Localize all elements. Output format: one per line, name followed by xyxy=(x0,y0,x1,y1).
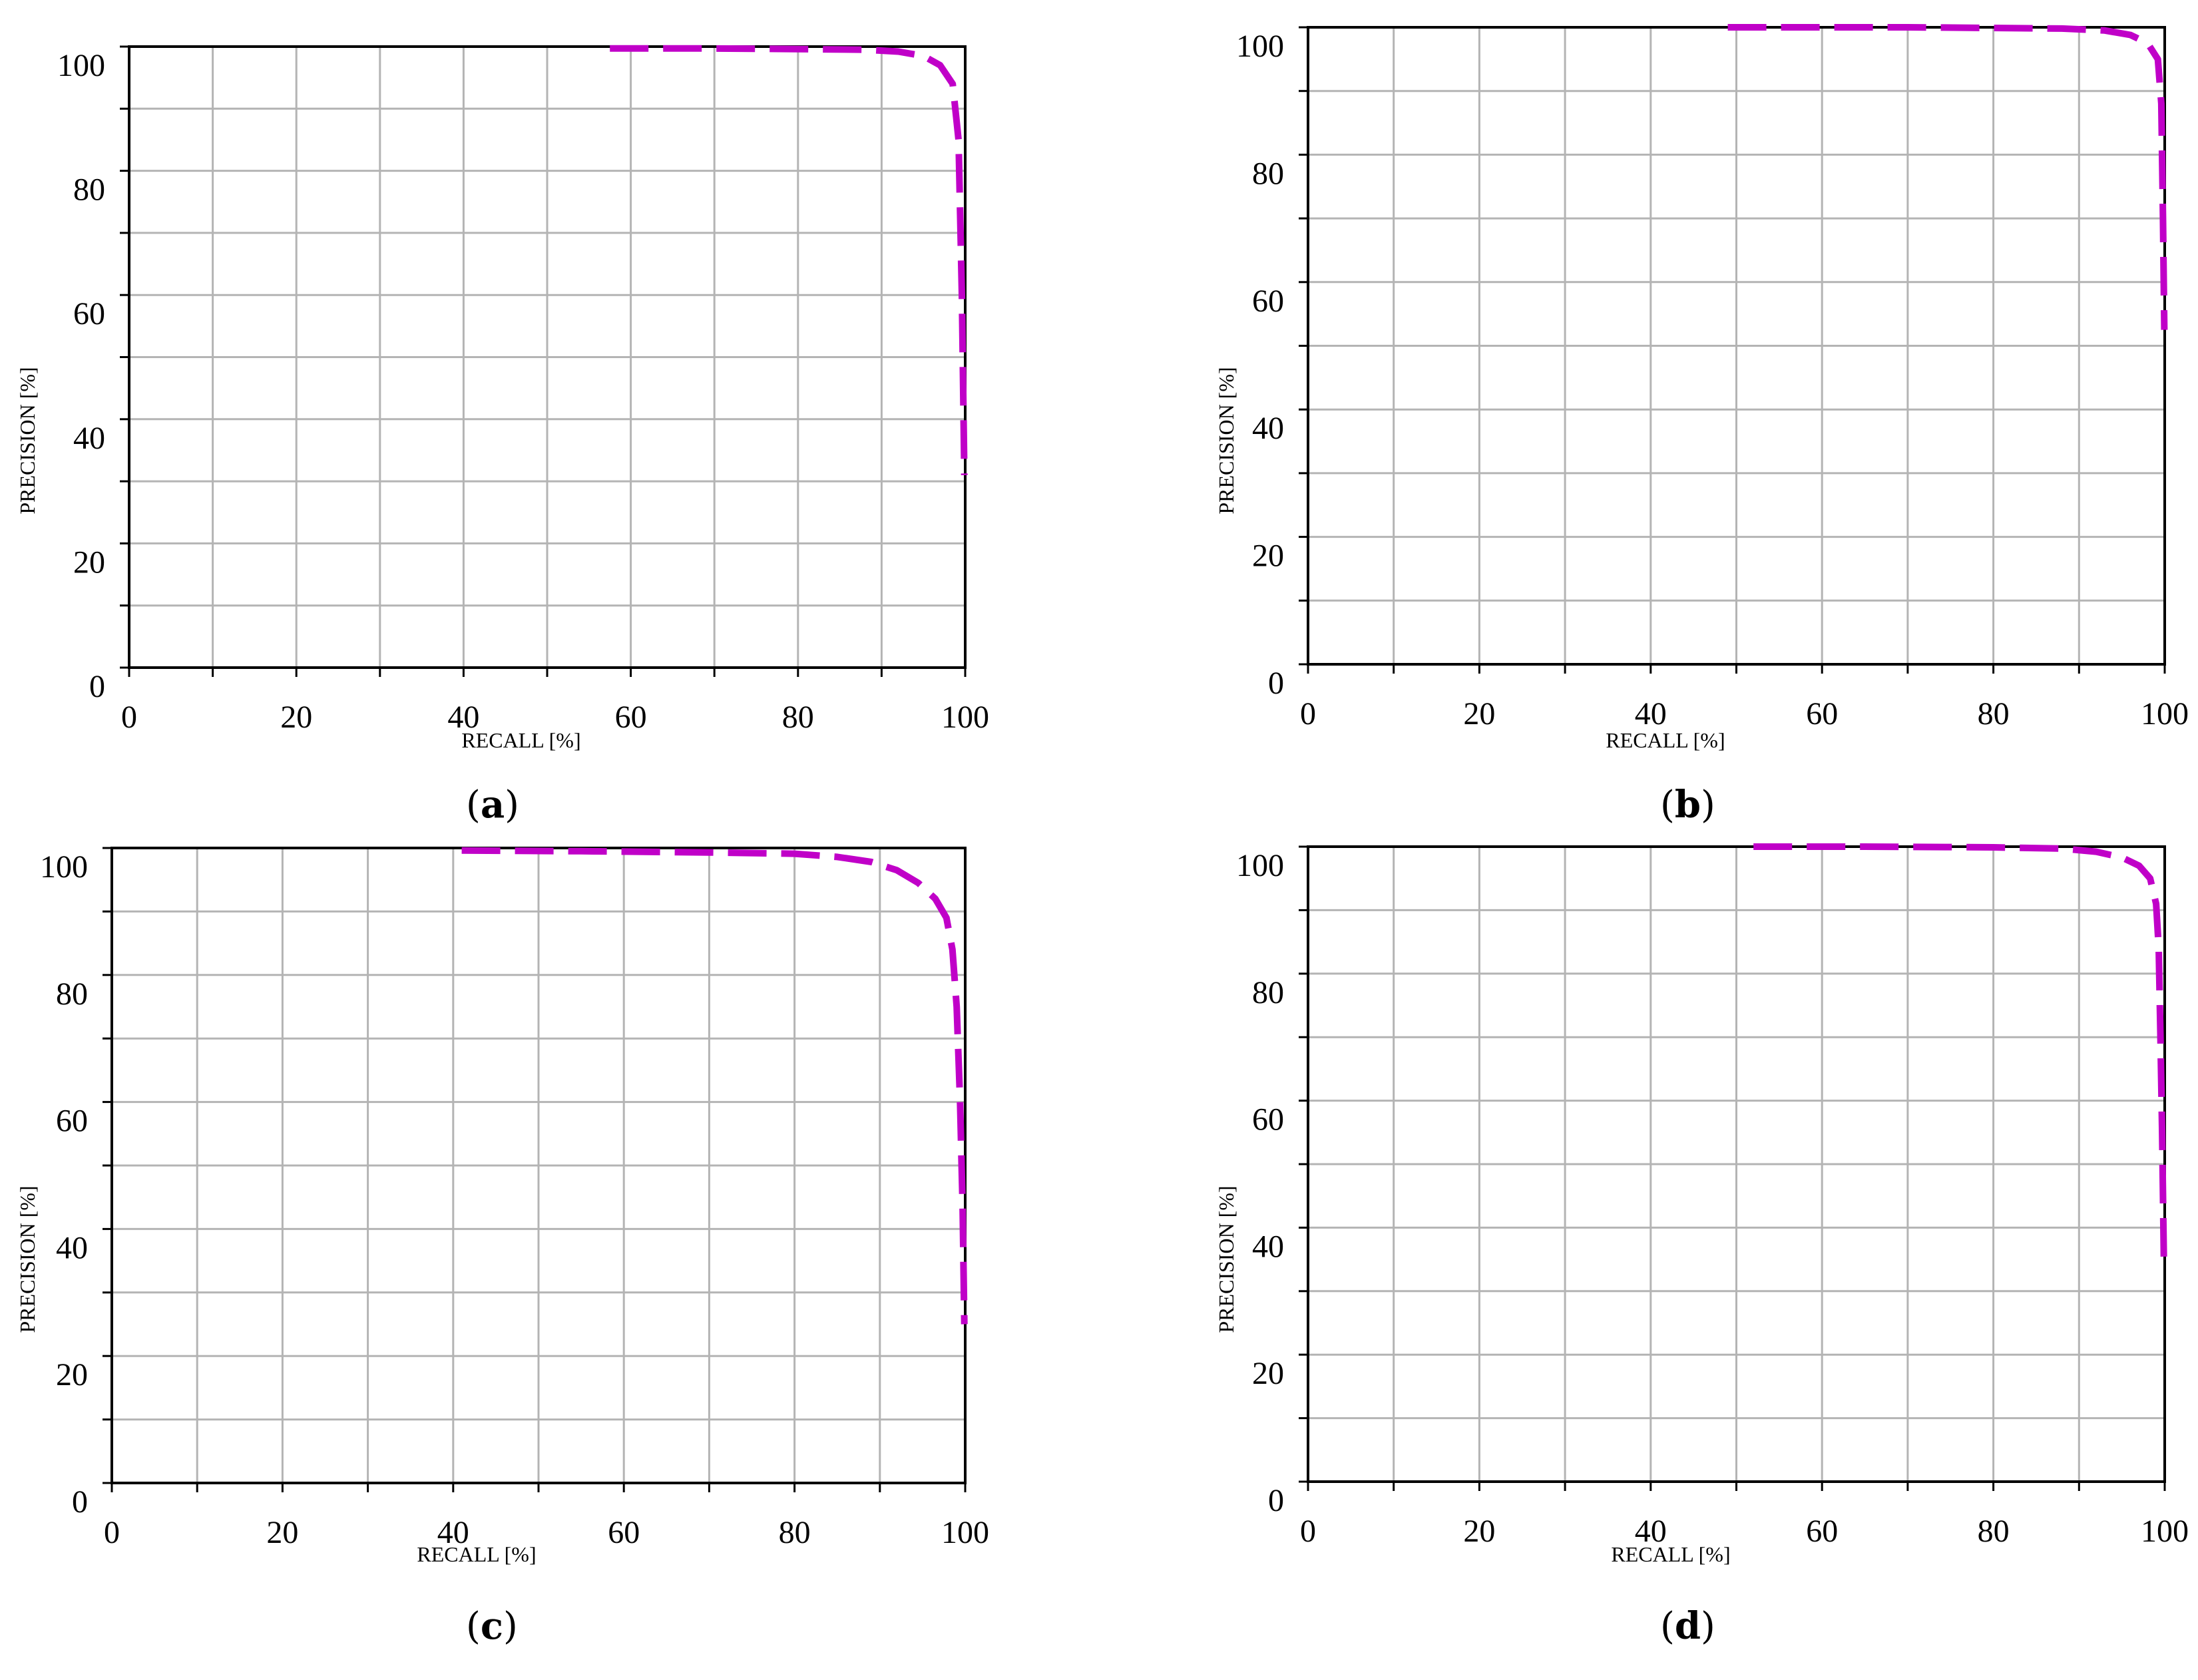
y-tick-label: 20 xyxy=(1252,1356,1284,1391)
x-tick-label: 80 xyxy=(1978,1514,2010,1549)
x-tick-label: 80 xyxy=(1978,696,2010,732)
y-axis-label: PRECISION [%] xyxy=(15,367,39,514)
x-tick-label: 0 xyxy=(1300,1514,1316,1549)
x-axis-label: RECALL [%] xyxy=(1611,1542,1730,1566)
x-tick-label: 0 xyxy=(121,700,137,735)
x-axis-label: RECALL [%] xyxy=(1606,728,1725,752)
plot-frame xyxy=(128,45,967,669)
x-tick-label: 100 xyxy=(941,1515,989,1550)
y-tick-label: 100 xyxy=(57,48,105,83)
x-tick-label: 40 xyxy=(437,1515,469,1550)
y-axis-label: PRECISION [%] xyxy=(1214,367,1238,514)
x-tick-label: 0 xyxy=(1300,696,1316,732)
pr-curve-line xyxy=(610,45,968,475)
x-tick-label: 100 xyxy=(2141,1514,2189,1549)
x-tick-label: 20 xyxy=(1463,696,1495,732)
x-tick-label: 80 xyxy=(782,700,814,735)
x-axis-label: RECALL [%] xyxy=(417,1542,536,1566)
y-tick-label: 100 xyxy=(1236,29,1284,64)
y-tick-label: 20 xyxy=(1252,538,1284,574)
y-tick-label: 60 xyxy=(1252,284,1284,319)
x-tick-label: 60 xyxy=(1806,696,1838,732)
y-tick-label: 100 xyxy=(40,849,88,885)
x-tick-label: 20 xyxy=(266,1515,298,1550)
chart-c: 0 20 40 60 80 100 0 20 40 60 80 100 RECALL [%] PRECIS… xyxy=(15,847,989,1566)
y-tick-label: 40 xyxy=(73,421,105,456)
x-axis-label: RECALL [%] xyxy=(461,728,580,752)
x-tick-label: 40 xyxy=(1635,696,1667,732)
y-tick-label: 80 xyxy=(73,172,105,208)
y-tick-label: 0 xyxy=(1268,666,1284,701)
x-tick-label: 20 xyxy=(280,700,312,735)
y-tick-label: 40 xyxy=(1252,1229,1284,1264)
pr-curve-line xyxy=(461,847,968,1325)
y-tick-label: 80 xyxy=(56,976,88,1012)
x-tick-label: 60 xyxy=(608,1515,640,1550)
x-tick-label: 100 xyxy=(2141,696,2189,732)
x-tick-label: 40 xyxy=(1635,1514,1667,1549)
y-tick-label: 40 xyxy=(1252,411,1284,446)
y-tick-label: 40 xyxy=(56,1230,88,1265)
y-axis-label: PRECISION [%] xyxy=(1214,1185,1238,1333)
x-tick-label: 80 xyxy=(779,1515,811,1550)
chart-a: 0 20 40 60 80 100 0 20 40 60 80 100 RECALL [%] PRECIS… xyxy=(15,45,989,752)
y-tick-label: 60 xyxy=(1252,1102,1284,1138)
panel-label-d: (d) xyxy=(1660,1604,1715,1648)
y-tick-label: 80 xyxy=(1252,156,1284,191)
x-tick-label: 40 xyxy=(447,700,479,735)
panel-label-b: (b) xyxy=(1660,783,1715,827)
y-tick-label: 60 xyxy=(73,296,105,331)
chart-d: 0 20 40 60 80 100 0 20 40 60 80 100 RECALL [%] PRECIS… xyxy=(1214,843,2189,1566)
x-tick-label: 60 xyxy=(615,700,647,735)
y-tick-label: 20 xyxy=(56,1357,88,1392)
y-tick-label: 0 xyxy=(72,1484,88,1520)
x-tick-label: 20 xyxy=(1463,1514,1495,1549)
y-tick-label: 20 xyxy=(73,544,105,580)
y-axis-label: PRECISION [%] xyxy=(15,1185,39,1333)
panel-label-c: (c) xyxy=(466,1604,518,1648)
chart-b: 0 20 40 60 80 100 0 20 40 60 80 100 RECALL [%] PRECIS… xyxy=(1214,24,2189,752)
y-tick-label: 100 xyxy=(1236,848,1284,883)
pr-curve-line xyxy=(1753,843,2167,1260)
y-tick-label: 0 xyxy=(1268,1483,1284,1518)
y-tick-label: 60 xyxy=(56,1104,88,1139)
y-tick-label: 80 xyxy=(1252,975,1284,1010)
plot-frame xyxy=(1307,845,2166,1483)
pr-curve-line xyxy=(1727,24,2168,330)
x-tick-label: 60 xyxy=(1806,1514,1838,1549)
panel-label-a: (a) xyxy=(466,783,520,827)
x-tick-label: 100 xyxy=(941,700,989,735)
x-tick-label: 0 xyxy=(104,1515,120,1550)
y-tick-label: 0 xyxy=(89,669,105,704)
